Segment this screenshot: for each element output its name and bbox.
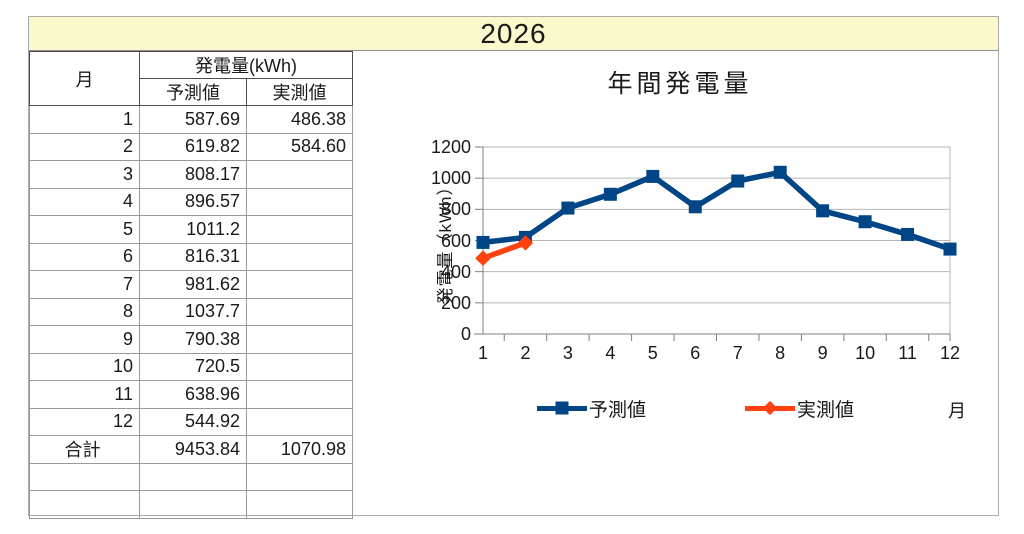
x-tick-label: 8 bbox=[775, 343, 786, 363]
cell[interactable] bbox=[246, 215, 353, 244]
table-row: 2 619.82 584.60 bbox=[29, 132, 353, 161]
x-tick-label: 7 bbox=[732, 343, 743, 363]
table-row: 12 544.92 bbox=[29, 407, 353, 436]
data-point-square bbox=[561, 201, 575, 215]
cell[interactable] bbox=[246, 462, 353, 491]
cell[interactable]: 1 bbox=[29, 105, 140, 134]
cell[interactable]: 896.57 bbox=[139, 187, 247, 216]
year-title: 2026 bbox=[480, 17, 547, 49]
table-row: 9 790.38 bbox=[29, 325, 353, 354]
data-point-square bbox=[901, 227, 915, 241]
table-row bbox=[29, 462, 353, 491]
x-tick-label: 6 bbox=[690, 343, 701, 363]
y-tick-label: 1200 bbox=[430, 137, 471, 157]
cell[interactable]: 9453.84 bbox=[139, 435, 247, 464]
cell[interactable]: 6 bbox=[29, 242, 140, 271]
chart-title: 年間発電量 bbox=[607, 70, 753, 98]
x-tick-label: 12 bbox=[939, 343, 961, 363]
data-point-square bbox=[731, 174, 745, 188]
x-tick-label: 10 bbox=[855, 343, 876, 363]
data-point-square bbox=[816, 204, 830, 218]
x-tick-label: 9 bbox=[817, 343, 828, 363]
cell[interactable]: 7 bbox=[29, 270, 140, 299]
table-row: 5 1011.2 bbox=[29, 215, 353, 244]
cell[interactable]: 合計 bbox=[29, 435, 140, 464]
table-row: 7 981.62 bbox=[29, 270, 353, 299]
cell[interactable] bbox=[246, 187, 353, 216]
series-line-予測値 bbox=[482, 169, 951, 252]
data-point-square bbox=[773, 165, 787, 179]
table-header-row-2: 予測値 実測値 bbox=[30, 78, 353, 106]
cell[interactable]: 619.82 bbox=[139, 132, 247, 161]
cell[interactable]: 3 bbox=[29, 160, 140, 189]
cell[interactable]: 720.5 bbox=[139, 352, 247, 381]
data-point-square bbox=[646, 169, 660, 183]
cell[interactable] bbox=[139, 490, 247, 519]
cell[interactable] bbox=[246, 490, 353, 519]
legend-line-actual bbox=[745, 400, 795, 416]
table-body: 月 発電量(kWh) 予測値 実測値 1 587.69 486.38 2 619.82 5… bbox=[29, 51, 353, 519]
cell[interactable]: 544.92 bbox=[139, 407, 247, 436]
cell[interactable] bbox=[139, 462, 247, 491]
data-point-square bbox=[476, 235, 490, 249]
cell[interactable]: 5 bbox=[29, 215, 140, 244]
generation-table: 月 発電量(kWh) 予測値 実測値 1 587.69 486.38 2 619.82 5… bbox=[29, 51, 353, 519]
table-row: 4 896.57 bbox=[29, 187, 353, 216]
cell[interactable]: 10 bbox=[29, 352, 140, 381]
data-point-square bbox=[688, 200, 702, 214]
x-tick-label: 11 bbox=[898, 343, 917, 363]
cell[interactable]: 2 bbox=[29, 132, 140, 161]
y-tick-label: 400 bbox=[440, 261, 471, 282]
legend-label-predicted: 予測値 bbox=[589, 399, 647, 421]
cell[interactable]: 1070.98 bbox=[246, 435, 353, 464]
table-row: 10 720.5 bbox=[29, 352, 353, 381]
cell[interactable]: 12 bbox=[29, 407, 140, 436]
series-line-実測値 bbox=[482, 240, 527, 261]
data-point-square bbox=[603, 187, 617, 201]
cell[interactable]: 486.38 bbox=[246, 105, 353, 134]
square-marker-icon bbox=[555, 401, 569, 415]
predicted-column-header[interactable]: 予測値 bbox=[139, 78, 247, 106]
x-tick-label: 3 bbox=[562, 343, 573, 363]
x-axis-title: 月 bbox=[948, 401, 966, 421]
cell[interactable] bbox=[246, 407, 353, 436]
sheet-region: 2026 月 発電量(kWh) 予測値 実測値 1 587.69 486.38 2 61… bbox=[28, 16, 999, 519]
x-tick-label: 4 bbox=[605, 343, 616, 363]
cell[interactable]: 584.60 bbox=[246, 132, 353, 161]
table-row: 11 638.96 bbox=[29, 380, 353, 409]
cell[interactable]: 587.69 bbox=[139, 105, 247, 134]
title-band-cell[interactable]: 2026 bbox=[29, 17, 998, 51]
y-tick-label: 800 bbox=[440, 199, 471, 220]
data-point-square bbox=[943, 242, 957, 256]
legend-line-predicted bbox=[537, 401, 587, 415]
data-point-square bbox=[858, 215, 872, 229]
legend-item-predicted[interactable]: 予測値 bbox=[537, 395, 646, 421]
cell[interactable]: 9 bbox=[29, 325, 140, 354]
table-row: 1 587.69 486.38 bbox=[29, 105, 353, 134]
legend-item-actual[interactable]: 実測値 bbox=[745, 395, 854, 421]
x-tick-label: 2 bbox=[520, 343, 531, 363]
y-tick-label: 600 bbox=[440, 230, 471, 251]
y-tick-label: 0 bbox=[460, 324, 471, 344]
cell[interactable] bbox=[246, 242, 353, 271]
x-tick-label: 1 bbox=[477, 343, 488, 363]
actual-column-header[interactable]: 実測値 bbox=[246, 78, 353, 106]
cell[interactable]: 808.17 bbox=[139, 160, 247, 189]
legend-label-actual: 実測値 bbox=[797, 399, 855, 421]
x-tick-label: 5 bbox=[647, 343, 658, 363]
table-row: 合計 9453.84 1070.98 bbox=[29, 435, 353, 464]
cell[interactable] bbox=[29, 490, 140, 519]
cell[interactable] bbox=[246, 160, 353, 189]
y-tick-label: 200 bbox=[440, 292, 471, 313]
diamond-marker-icon bbox=[762, 400, 778, 416]
cell[interactable]: 816.31 bbox=[139, 242, 247, 271]
table-row bbox=[29, 490, 353, 519]
y-tick-label: 1000 bbox=[430, 168, 471, 189]
cell[interactable]: 981.62 bbox=[139, 270, 247, 299]
table-row: 3 808.17 bbox=[29, 160, 353, 189]
cell[interactable] bbox=[246, 325, 353, 354]
table-row: 6 816.31 bbox=[29, 242, 353, 271]
